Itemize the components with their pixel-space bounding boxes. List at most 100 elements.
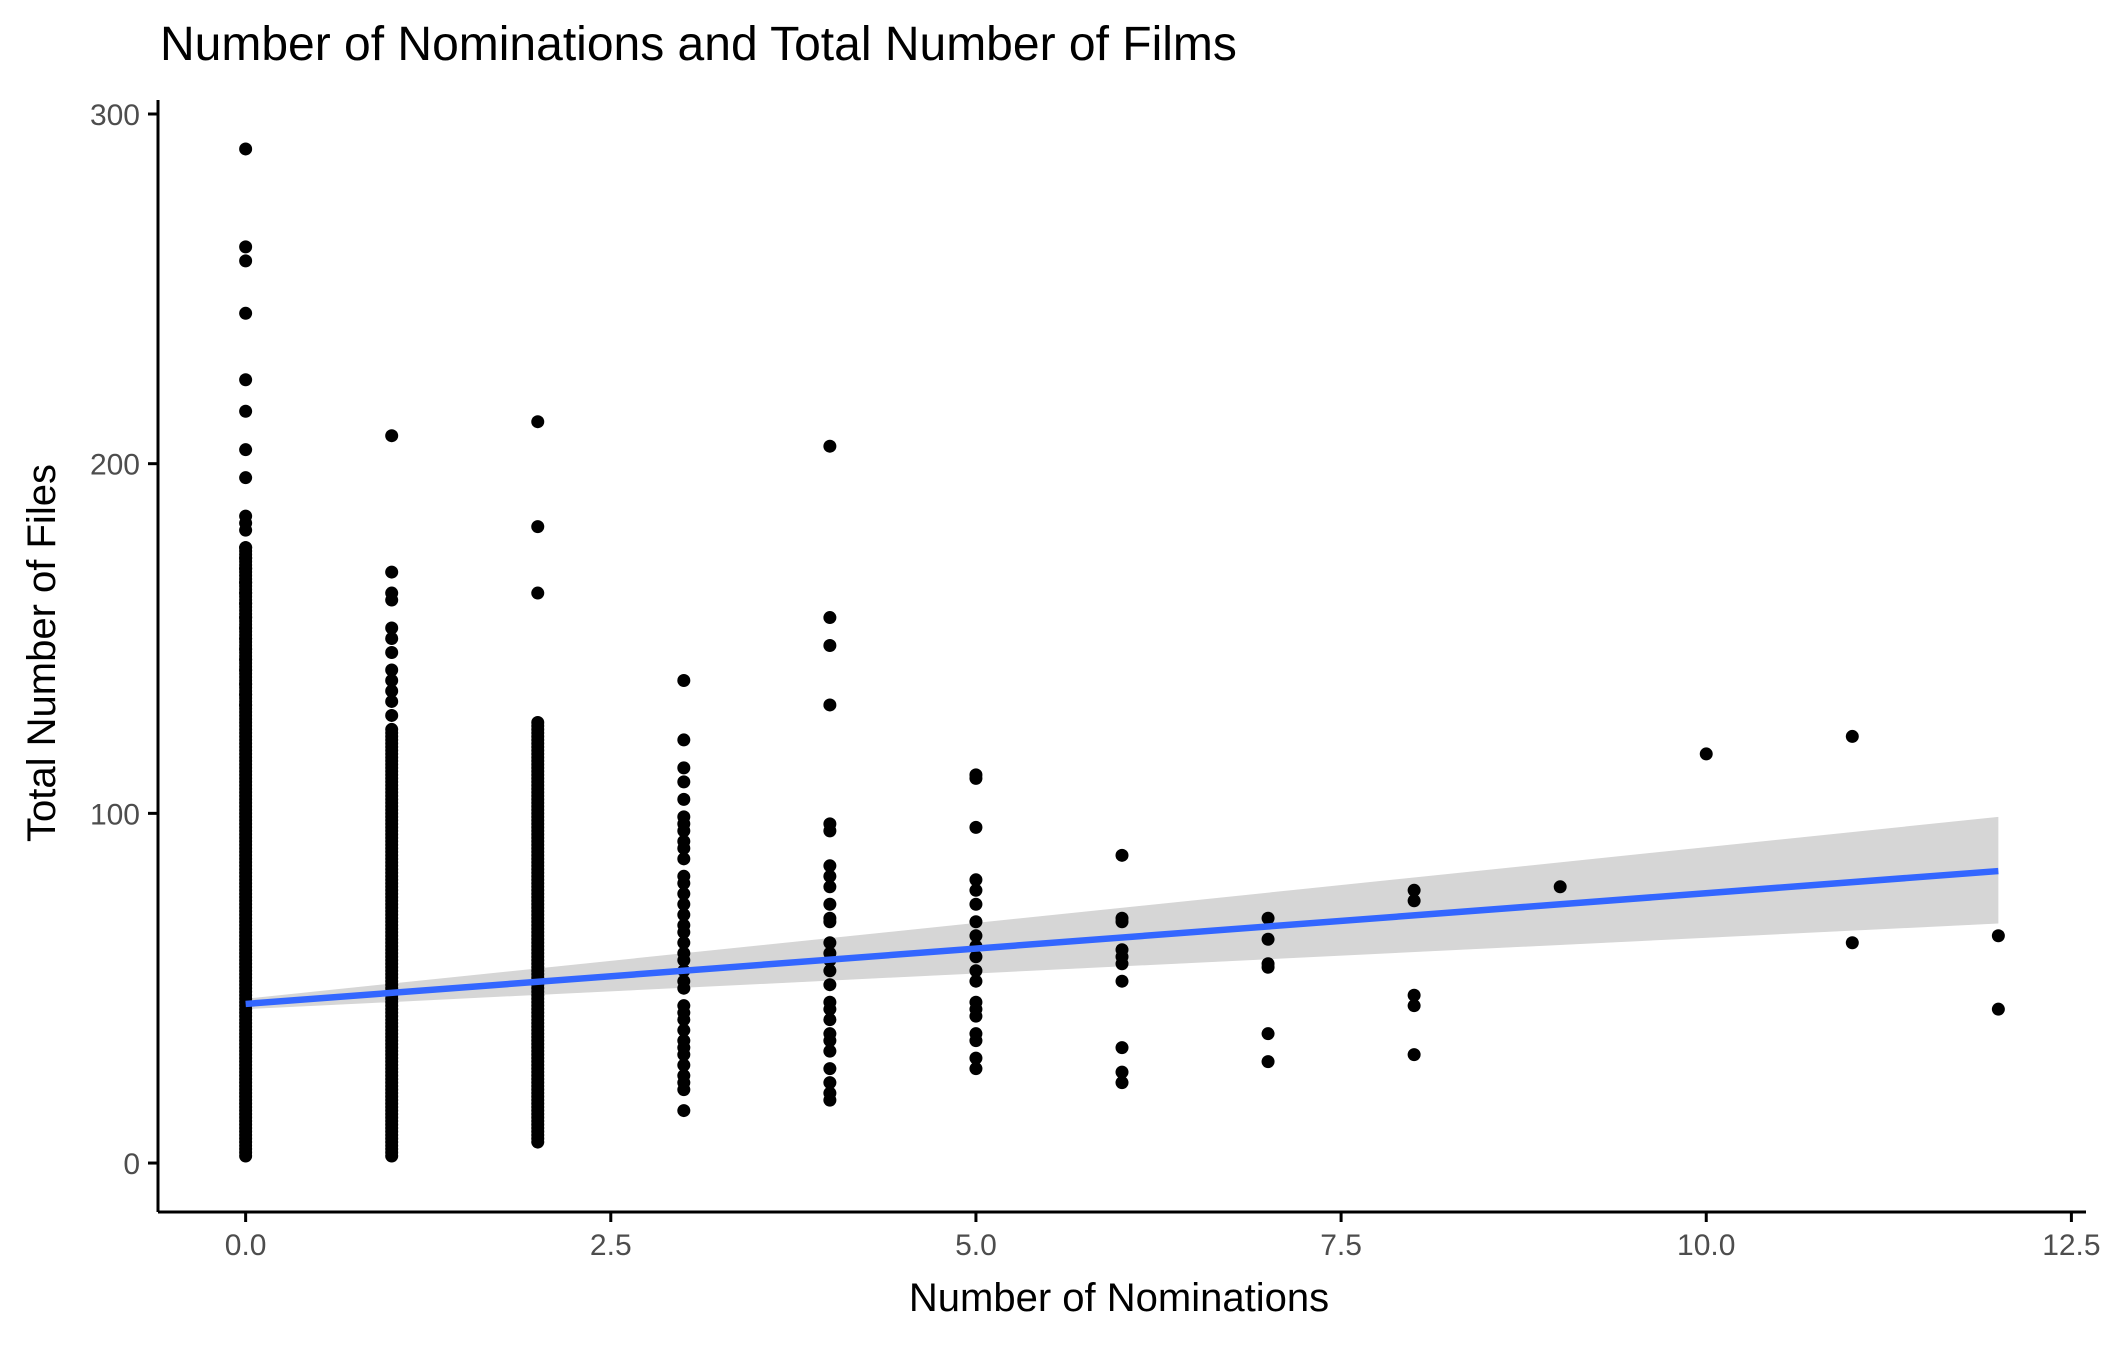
data-point — [1991, 1002, 2005, 1016]
data-point — [1845, 729, 1859, 743]
data-point — [239, 687, 253, 701]
data-point — [1115, 1065, 1129, 1079]
data-point — [677, 852, 691, 866]
data-point — [1845, 936, 1859, 950]
data-point — [385, 663, 399, 677]
data-point — [239, 404, 253, 418]
x-tick-label: 10.0 — [1677, 1229, 1735, 1262]
data-point — [239, 240, 253, 254]
data-point — [385, 722, 399, 736]
data-point — [677, 775, 691, 789]
data-point — [677, 792, 691, 806]
data-point — [239, 443, 253, 457]
x-tick-label: 2.5 — [590, 1229, 632, 1262]
data-point — [239, 642, 253, 656]
data-point — [385, 673, 399, 687]
data-point — [385, 708, 399, 722]
data-point — [677, 733, 691, 747]
trend-line — [245, 867, 1999, 1008]
data-point — [1115, 848, 1129, 862]
data-point — [385, 565, 399, 579]
data-point — [385, 684, 399, 698]
data-point — [1407, 1048, 1421, 1062]
data-point — [385, 646, 399, 660]
data-point — [969, 950, 983, 964]
data-point — [385, 621, 399, 635]
data-point — [823, 1013, 837, 1027]
data-point — [823, 1093, 837, 1107]
data-point — [823, 611, 837, 625]
data-point — [823, 439, 837, 453]
data-point — [823, 936, 837, 950]
data-point — [677, 1048, 691, 1062]
axes: 0.0 2.5 5.0 7.5 10.0 12.5 0 100 200 300 — [90, 99, 2101, 1262]
data-point — [969, 1051, 983, 1065]
data-point — [677, 1083, 691, 1097]
data-point — [823, 824, 837, 838]
data-point — [1115, 1041, 1129, 1055]
data-point — [385, 694, 399, 708]
x-tick-label: 0.0 — [225, 1229, 267, 1262]
data-point — [677, 897, 691, 911]
data-point — [239, 254, 253, 268]
data-point — [823, 964, 837, 978]
data-point — [969, 915, 983, 929]
x-tick-label: 12.5 — [2042, 1229, 2100, 1262]
data-point — [969, 1062, 983, 1076]
data-point — [1115, 974, 1129, 988]
data-point — [1699, 747, 1713, 761]
data-point — [239, 551, 253, 565]
data-point — [239, 142, 253, 156]
data-point — [531, 415, 545, 429]
data-point — [823, 880, 837, 894]
data-point — [677, 673, 691, 687]
data-point — [1407, 999, 1421, 1013]
data-point — [385, 593, 399, 607]
data-point — [823, 1034, 837, 1048]
data-point — [1407, 894, 1421, 908]
data-point — [239, 373, 253, 387]
data-point — [239, 576, 253, 590]
data-point — [239, 597, 253, 611]
data-point — [239, 586, 253, 600]
data-point — [239, 471, 253, 485]
data-point — [969, 771, 983, 785]
data-point — [677, 981, 691, 995]
data-point — [239, 677, 253, 691]
data-point — [385, 429, 399, 443]
data-point — [239, 663, 253, 677]
data-point — [1261, 960, 1275, 974]
data-point — [677, 824, 691, 838]
data-point — [239, 541, 253, 555]
data-point — [969, 929, 983, 943]
data-point — [239, 652, 253, 666]
data-point — [823, 698, 837, 712]
data-point — [677, 887, 691, 901]
data-point — [969, 974, 983, 988]
data-point — [823, 869, 837, 883]
data-point — [531, 586, 545, 600]
data-point — [677, 1013, 691, 1027]
y-tick-label: 100 — [90, 798, 140, 831]
data-point — [1261, 1027, 1275, 1041]
data-point — [969, 873, 983, 887]
data-point — [677, 1104, 691, 1118]
x-axis-title: Number of Nominations — [909, 1276, 1329, 1320]
data-point — [1261, 1055, 1275, 1069]
data-point — [823, 1062, 837, 1076]
y-tick-label: 200 — [90, 449, 140, 482]
data-point — [1115, 915, 1129, 929]
data-point — [677, 953, 691, 967]
data-point — [823, 1044, 837, 1058]
y-axis-title: Total Number of Files — [20, 464, 64, 842]
data-point — [1553, 880, 1567, 894]
data-point — [239, 523, 253, 537]
data-point — [677, 1058, 691, 1072]
y-tick-label: 300 — [90, 99, 140, 132]
data-point — [239, 621, 253, 635]
data-point — [823, 1002, 837, 1016]
data-point — [1115, 1076, 1129, 1090]
data-point — [677, 936, 691, 950]
